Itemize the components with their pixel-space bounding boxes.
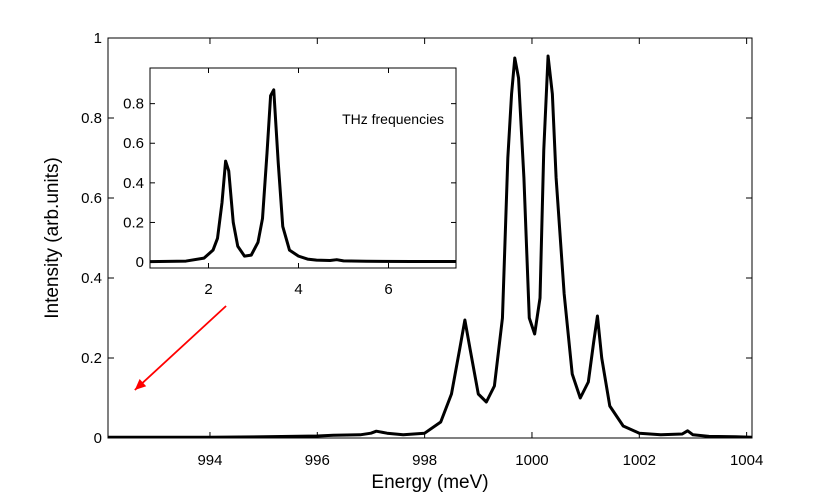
main-ytick-label: 0.4	[81, 270, 102, 287]
inset-background	[150, 68, 456, 268]
y-axis-title: Intensity (arb.units)	[42, 157, 63, 319]
inset-ytick-label: 0.2	[123, 214, 144, 231]
main-ytick-label: 0.6	[81, 190, 102, 207]
red-arrow-annotation	[134, 305, 227, 391]
main-xtick-label: 1000	[515, 452, 548, 469]
main-ytick-label: 0	[94, 430, 102, 447]
main-ytick-label: 0.2	[81, 350, 102, 367]
inset-annotation-label: THz frequencies	[342, 111, 444, 127]
inset-xtick-label: 2	[204, 281, 212, 298]
inset-frame	[149, 67, 457, 269]
main-xtick-label: 996	[305, 452, 330, 469]
inset-xtick-label: 4	[294, 281, 302, 298]
inset-ytick-label: 0	[136, 254, 144, 271]
inset-ytick-label: 0.8	[123, 96, 144, 113]
main-xtick-label: 994	[197, 452, 222, 469]
main-xtick-label: 1004	[730, 452, 763, 469]
main-ytick-label: 1	[94, 30, 102, 47]
main-ytick-label: 0.8	[81, 110, 102, 127]
inset-xtick-label: 6	[384, 281, 392, 298]
main-frame	[107, 37, 753, 439]
inset-plot: 2 4 6 0 0.2 0.4 0.6 0.8 THz frequencies	[123, 67, 457, 298]
main-xtick-label: 998	[412, 452, 437, 469]
x-axis-title: Energy (meV)	[371, 472, 488, 493]
inset-series-line	[150, 88, 456, 264]
main-series-line	[108, 54, 752, 438]
inset-ytick-label: 0.4	[123, 175, 144, 192]
main-xtick-label: 1002	[623, 452, 656, 469]
red-arrow-head-icon	[134, 379, 147, 390]
inset-ytick-label: 0.6	[123, 135, 144, 152]
